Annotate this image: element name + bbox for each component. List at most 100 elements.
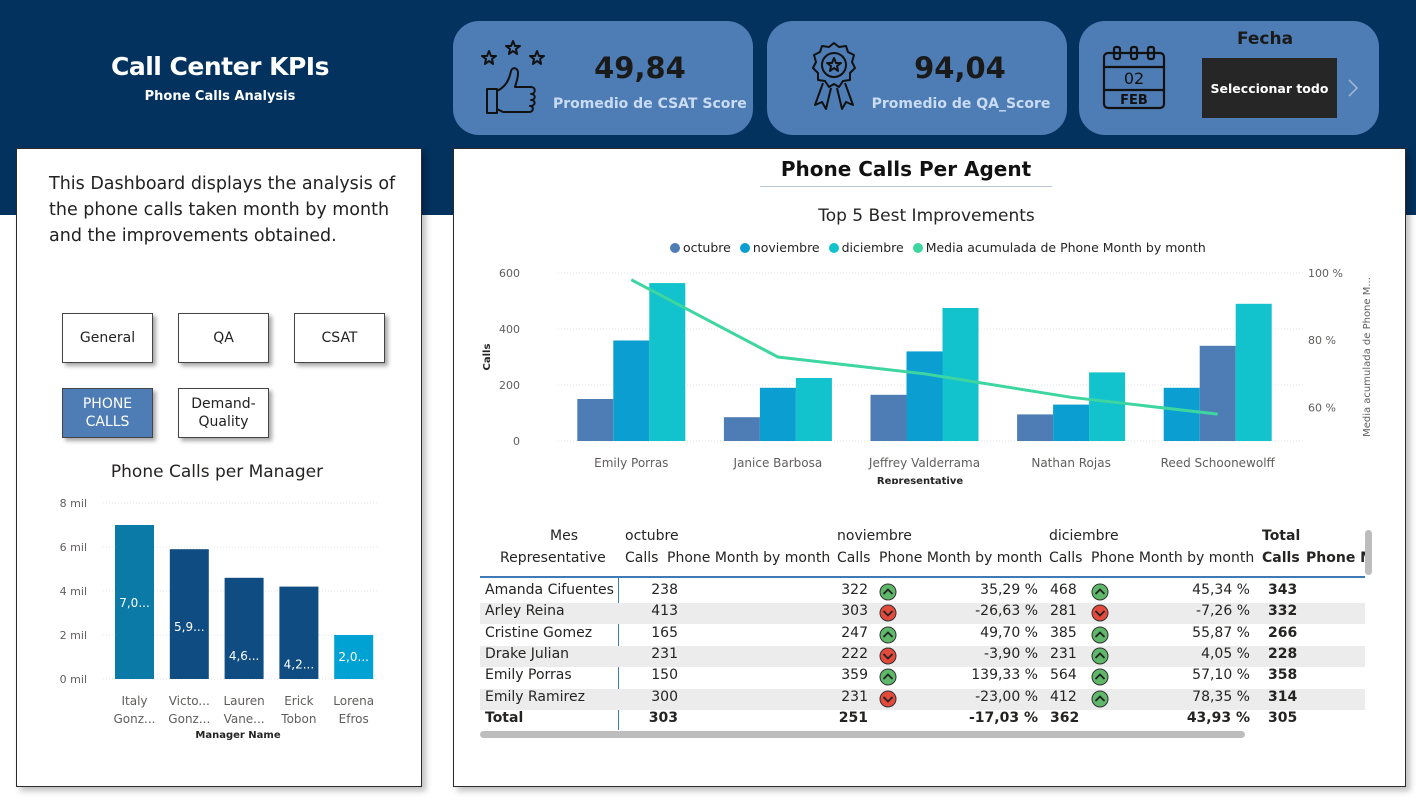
bar-diciembre[interactable] [942, 308, 979, 441]
dashboard-description: This Dashboard displays the analysis of … [49, 174, 396, 246]
header-oct-pm: Phone Month by month [667, 550, 831, 566]
calendar-icon: 02 FEB [1102, 45, 1166, 110]
nov-phone-month: -17,03 % [969, 709, 1038, 726]
nav-button-phone-calls[interactable]: PHONE CALLS [62, 388, 153, 438]
y-tick-label: 4 mil [60, 585, 87, 598]
bar-data-label: 2,0... [338, 650, 369, 664]
representative-name: Emily Porras [485, 667, 572, 684]
representative-name: Amanda Cifuentes [485, 582, 614, 598]
total-calls: 266 [1268, 624, 1298, 641]
bar-noviembre[interactable] [1199, 345, 1236, 441]
calendar-day: 02 [1124, 69, 1144, 88]
x-axis-title: Manager Name [195, 730, 280, 741]
table-row[interactable]: Cristine Gomez 165 247 49,70 % 385 55,87 % 266 [480, 625, 1365, 646]
title-underline [760, 186, 1052, 187]
bar-noviembre[interactable] [759, 387, 796, 441]
header-dic-pm: Phone Month by month [1091, 550, 1255, 566]
bar-diciembre[interactable] [1089, 372, 1126, 441]
select-all-button[interactable]: Seleccionar todo [1202, 58, 1337, 118]
bar-octubre[interactable] [577, 399, 614, 441]
bar-diciembre[interactable] [795, 378, 832, 441]
x-tick-label: Gonz... [168, 712, 210, 726]
improvements-legend: octubre noviembre diciembre Media acumul… [670, 240, 1211, 255]
nov-calls: 247 [841, 624, 868, 641]
status-up-icon [1091, 668, 1109, 686]
thumbs-up-stars-icon [481, 40, 545, 114]
nov-calls: 251 [838, 709, 868, 726]
header-mes: Mes [550, 528, 578, 544]
table-vertical-scrollbar[interactable] [1365, 530, 1372, 575]
table-horizontal-scrollbar[interactable] [480, 731, 1245, 738]
manager-bar[interactable] [279, 586, 319, 679]
status-up-icon [1091, 647, 1109, 665]
nov-phone-month: -26,63 % [975, 603, 1038, 620]
nov-phone-month: 49,70 % [980, 624, 1038, 641]
y-tick-label: 0 [513, 435, 520, 448]
nav-button-qa[interactable]: QA [178, 313, 269, 363]
bar-data-label: 5,9... [174, 620, 205, 634]
oct-calls: 238 [651, 582, 678, 598]
total-calls: 358 [1268, 667, 1298, 684]
bar-noviembre[interactable] [613, 340, 650, 441]
legend-item-octubre[interactable]: octubre [670, 240, 731, 255]
bar-octubre[interactable] [723, 417, 760, 441]
calendar-month: FEB [1120, 93, 1148, 108]
status-up-icon [879, 583, 897, 601]
bar-diciembre[interactable] [649, 283, 686, 441]
representative-name: Total [485, 709, 524, 726]
header-total-calls: Calls [1262, 550, 1300, 566]
manager-bar-chart: 0 mil 2 mil 4 mil 6 mil 8 mil 7,0... Italy Gonz… [60, 497, 377, 741]
header-total-pm: Phone M [1306, 550, 1366, 566]
y-tick-label: 6 mil [60, 541, 87, 554]
manager-bar[interactable] [115, 525, 154, 679]
chevron-right-icon[interactable] [1347, 79, 1359, 97]
x-tick-label: Nathan Rojas [1031, 456, 1111, 470]
header-oct-calls: Calls [625, 550, 659, 566]
table-row[interactable]: Arley Reina 413 303 -26,63 % 281 -7,26 % 332 [480, 603, 1365, 625]
bar-octubre[interactable] [1017, 414, 1054, 441]
header-dic-calls: Calls [1049, 550, 1083, 566]
bar-octubre[interactable] [870, 394, 907, 441]
x-tick-label: Lauren [223, 694, 264, 708]
main-panel-title: Phone Calls Per Agent [780, 157, 1032, 181]
header-month-noviembre: noviembre [837, 528, 912, 544]
table-row[interactable]: Emily Porras 150 359 139,33 % 564 57,10 % 358 [480, 667, 1365, 688]
nov-phone-month: 139,33 % [971, 667, 1038, 684]
manager-bar[interactable] [169, 549, 209, 679]
legend-label-diciembre: diciembre [841, 240, 904, 255]
header-month-octubre: octubre [625, 528, 679, 544]
dic-calls: 281 [1050, 603, 1077, 620]
bar-noviembre[interactable] [906, 351, 943, 441]
representative-name: Drake Julian [485, 645, 570, 662]
date-filter-card: 02 FEB Fecha Seleccionar todo [1079, 21, 1379, 135]
bar-octubre[interactable] [1163, 387, 1200, 441]
legend-item-noviembre[interactable]: noviembre [739, 240, 820, 255]
qa-value: 94,04 [914, 51, 1006, 85]
oct-calls: 150 [651, 667, 678, 684]
bar-diciembre[interactable] [1235, 303, 1272, 441]
y2-tick-label: 80 % [1308, 334, 1336, 347]
status-up-icon [1091, 626, 1109, 644]
legend-item-diciembre[interactable]: diciembre [828, 240, 904, 255]
legend-dot-diciembre [828, 243, 839, 253]
table-total-row[interactable]: Total 303 251 -17,03 % 362 43,93 % 305 [480, 710, 1365, 731]
bar-noviembre[interactable] [1053, 404, 1090, 441]
manager-bar[interactable] [334, 635, 374, 679]
manager-bar[interactable] [224, 577, 264, 679]
legend-item-media[interactable]: Media acumulada de Phone Month by month [912, 240, 1206, 255]
nov-calls: 359 [841, 667, 868, 684]
improvements-chart-title: Top 5 Best Improvements [818, 206, 1035, 226]
table-row[interactable]: Amanda Cifuentes 238 322 35,29 % 468 45,34 % 3… [480, 582, 1365, 603]
status-up-icon [1091, 690, 1109, 707]
table-row[interactable]: Drake Julian 231 222 -3,90 % 231 4,05 % 228 [480, 645, 1365, 667]
x-tick-label: Reed Schoonewolff [1161, 456, 1276, 470]
nav-button-csat[interactable]: CSAT [294, 313, 385, 363]
x-tick-label: Jeffrey Valderrama [868, 456, 980, 470]
oct-calls: 303 [648, 709, 678, 726]
x-tick-label: Gonz... [114, 712, 156, 726]
legend-dot-octubre [670, 243, 680, 253]
nav-button-general[interactable]: General [62, 313, 153, 363]
media-line[interactable] [630, 278, 1218, 416]
nav-button-demand-quality[interactable]: Demand-Quality [178, 388, 269, 438]
table-row[interactable]: Emily Ramirez 300 231 -23,00 % 412 78,35 % 314 [480, 688, 1365, 710]
